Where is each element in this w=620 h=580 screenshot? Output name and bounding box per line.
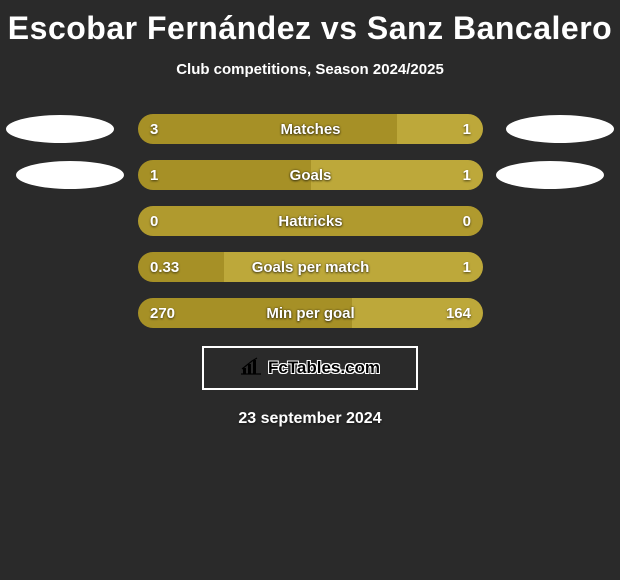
source-logo-text: FcTables.com xyxy=(268,358,380,378)
player-right-marker xyxy=(496,161,604,189)
stat-value-right: 164 xyxy=(446,298,471,328)
stat-bar: 1 Goals 1 xyxy=(138,160,483,190)
stat-bar: 270 Min per goal 164 xyxy=(138,298,483,328)
stat-label: Hattricks xyxy=(138,206,483,236)
stat-value-right: 0 xyxy=(463,206,471,236)
stat-label: Goals xyxy=(138,160,483,190)
stat-bar: 0.33 Goals per match 1 xyxy=(138,252,483,282)
bar-chart-icon xyxy=(240,357,262,380)
source-logo: FcTables.com xyxy=(202,346,418,390)
stat-label: Goals per match xyxy=(138,252,483,282)
stat-row: 0 Hattricks 0 xyxy=(0,206,620,236)
stat-value-right: 1 xyxy=(463,252,471,282)
stat-value-right: 1 xyxy=(463,160,471,190)
stat-bar: 3 Matches 1 xyxy=(138,114,483,144)
comparison-infographic: Escobar Fernández vs Sanz Bancalero Club… xyxy=(0,0,620,580)
subtitle: Club competitions, Season 2024/2025 xyxy=(0,61,620,78)
stat-rows: 3 Matches 1 1 Goals 1 0 Hattricks xyxy=(0,114,620,328)
stat-bar: 0 Hattricks 0 xyxy=(138,206,483,236)
page-title: Escobar Fernández vs Sanz Bancalero xyxy=(0,0,620,47)
stat-value-right: 1 xyxy=(463,114,471,144)
stat-row: 1 Goals 1 xyxy=(0,160,620,190)
player-left-marker xyxy=(16,161,124,189)
footer-date: 23 september 2024 xyxy=(0,410,620,428)
stat-row: 270 Min per goal 164 xyxy=(0,298,620,328)
stat-row: 0.33 Goals per match 1 xyxy=(0,252,620,282)
player-left-marker xyxy=(6,115,114,143)
stat-row: 3 Matches 1 xyxy=(0,114,620,144)
stat-label: Matches xyxy=(138,114,483,144)
player-right-marker xyxy=(506,115,614,143)
stat-label: Min per goal xyxy=(138,298,483,328)
